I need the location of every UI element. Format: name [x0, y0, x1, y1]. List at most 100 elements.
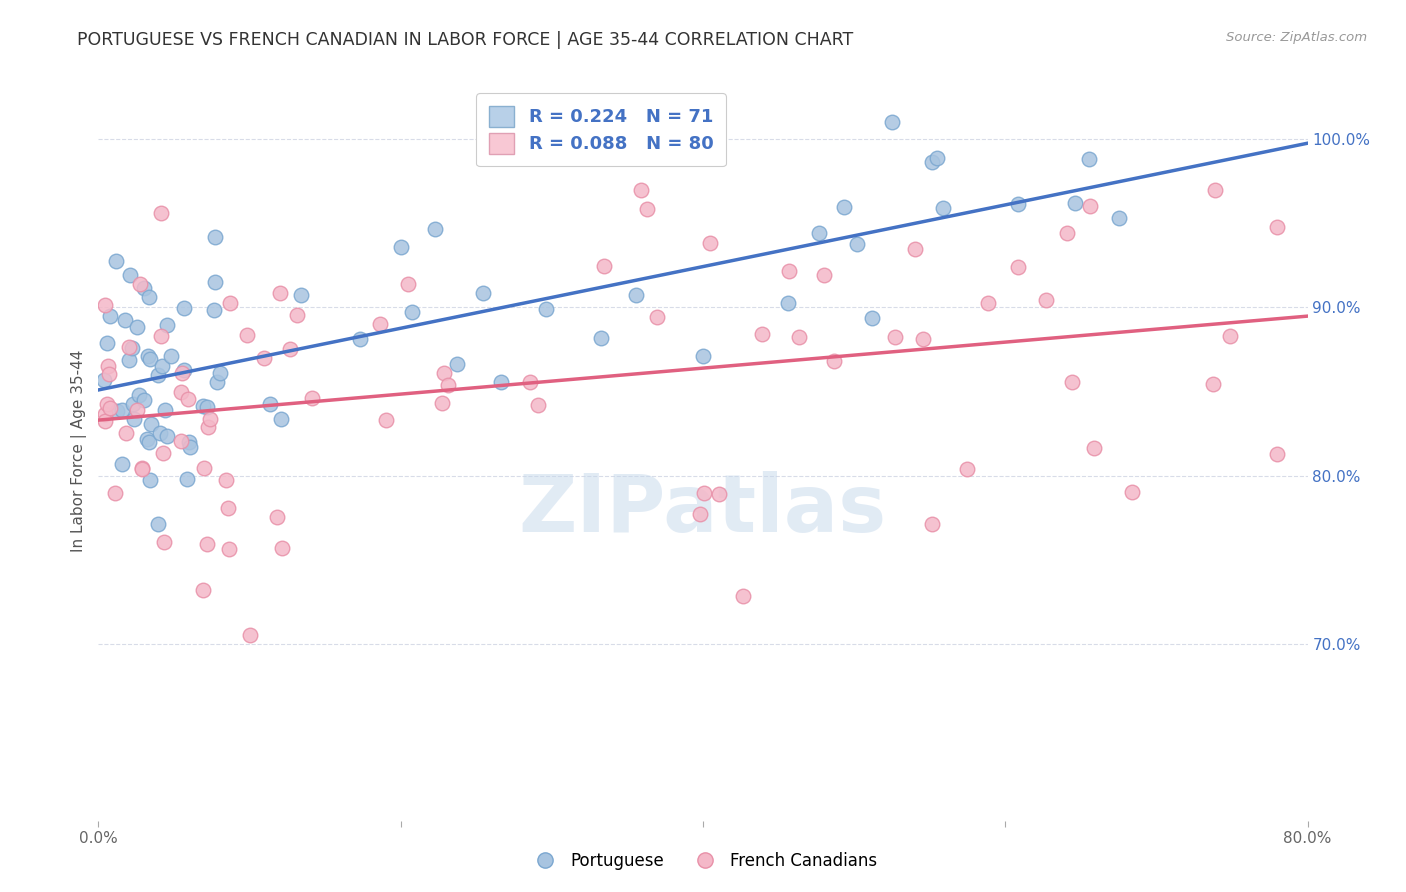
Point: [699, 235, 721, 250]
Point: [1063, 195, 1085, 210]
Point: [208, 366, 231, 380]
Point: [433, 366, 456, 380]
Point: [904, 243, 927, 257]
Point: [156, 318, 179, 332]
Point: [139, 473, 162, 487]
Point: [179, 440, 201, 454]
Point: [1204, 183, 1226, 197]
Point: [131, 461, 153, 475]
Point: [423, 222, 446, 236]
Point: [471, 285, 494, 300]
Point: [128, 388, 150, 402]
Point: [693, 486, 716, 500]
Point: [921, 516, 943, 531]
Point: [776, 296, 799, 310]
Point: [1062, 375, 1084, 389]
Point: [98, 310, 121, 324]
Point: [239, 628, 262, 642]
Point: [193, 461, 215, 475]
Point: [823, 354, 845, 368]
Point: [94, 414, 117, 428]
Point: [1108, 211, 1130, 226]
Point: [592, 259, 614, 273]
Point: [266, 510, 288, 524]
Point: [136, 349, 159, 363]
Point: [733, 589, 755, 603]
Legend: R = 0.224   N = 71, R = 0.088   N = 80: R = 0.224 N = 71, R = 0.088 N = 80: [477, 93, 725, 166]
Point: [692, 349, 714, 363]
Point: [389, 240, 412, 254]
Point: [111, 457, 134, 471]
Point: [374, 413, 396, 427]
Point: [118, 268, 141, 282]
Text: ZIPatlas: ZIPatlas: [519, 471, 887, 549]
Point: [146, 368, 169, 383]
Point: [1007, 196, 1029, 211]
Point: [645, 310, 668, 324]
Point: [97, 368, 120, 382]
Point: [1007, 260, 1029, 274]
Point: [170, 385, 193, 400]
Point: [880, 115, 903, 129]
Point: [200, 412, 222, 426]
Point: [122, 397, 145, 411]
Point: [138, 290, 160, 304]
Point: [96, 397, 118, 411]
Point: [111, 402, 134, 417]
Point: [218, 296, 240, 310]
Point: [139, 417, 162, 431]
Point: [290, 288, 312, 302]
Point: [104, 486, 127, 500]
Point: [956, 462, 979, 476]
Point: [446, 357, 468, 371]
Point: [195, 536, 218, 550]
Y-axis label: In Labor Force | Age 35-44: In Labor Force | Age 35-44: [72, 350, 87, 551]
Point: [94, 407, 117, 421]
Point: [396, 277, 419, 292]
Point: [97, 359, 120, 373]
Point: [138, 435, 160, 450]
Point: [270, 412, 292, 426]
Point: [153, 403, 176, 417]
Point: [912, 332, 935, 346]
Point: [160, 349, 183, 363]
Point: [125, 319, 148, 334]
Point: [191, 400, 214, 414]
Point: [976, 296, 998, 310]
Point: [197, 420, 219, 434]
Point: [122, 412, 145, 426]
Point: [589, 331, 612, 345]
Point: [1219, 329, 1241, 343]
Point: [93, 373, 115, 387]
Point: [401, 305, 423, 319]
Point: [152, 445, 174, 459]
Point: [259, 397, 281, 411]
Point: [148, 516, 170, 531]
Point: [195, 401, 218, 415]
Point: [630, 183, 652, 197]
Point: [150, 205, 173, 219]
Point: [787, 330, 810, 344]
Point: [1083, 441, 1105, 455]
Point: [534, 301, 557, 316]
Point: [845, 237, 868, 252]
Point: [253, 351, 276, 365]
Text: PORTUGUESE VS FRENCH CANADIAN IN LABOR FORCE | AGE 35-44 CORRELATION CHART: PORTUGUESE VS FRENCH CANADIAN IN LABOR F…: [77, 31, 853, 49]
Point: [105, 404, 128, 418]
Point: [527, 398, 550, 412]
Point: [118, 339, 141, 353]
Point: [205, 375, 228, 389]
Point: [349, 332, 371, 346]
Point: [104, 254, 127, 268]
Point: [808, 226, 831, 240]
Point: [1121, 484, 1143, 499]
Point: [932, 201, 955, 215]
Point: [156, 429, 179, 443]
Point: [271, 541, 294, 555]
Point: [778, 264, 800, 278]
Point: [285, 308, 308, 322]
Point: [114, 313, 136, 327]
Point: [519, 376, 541, 390]
Point: [921, 154, 943, 169]
Point: [121, 341, 143, 355]
